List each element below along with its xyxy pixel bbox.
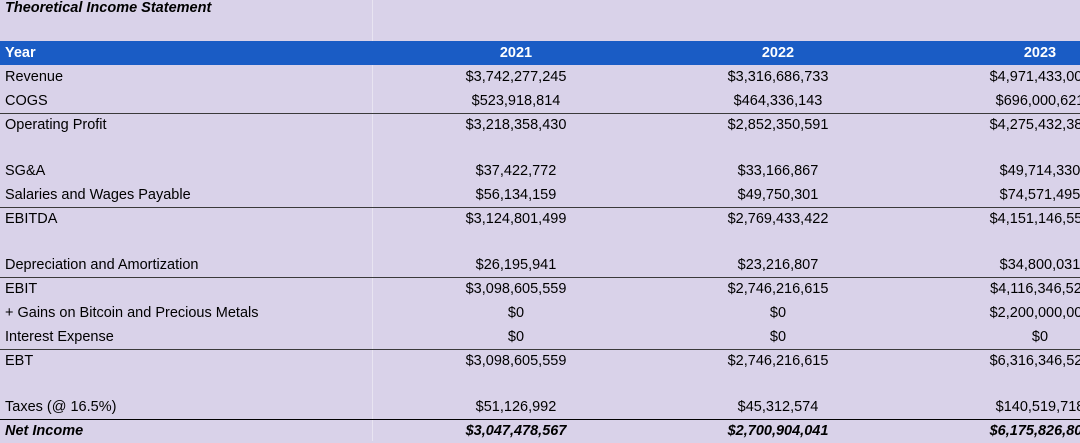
cell-2021: $3,218,358,430 <box>465 117 567 133</box>
row-taxes: Taxes (@ 16.5%) $51,126,992 $45,312,574 … <box>0 396 1080 420</box>
cell-2021: $56,134,159 <box>475 187 557 203</box>
column-gridline <box>372 0 373 441</box>
row-label: Salaries and Wages Payable <box>5 187 191 203</box>
cell-2021: $51,126,992 <box>475 399 557 415</box>
row-label: COGS <box>5 93 48 109</box>
cell-2023: $6,175,826,809 <box>989 423 1080 439</box>
cell-2022: $23,216,807 <box>737 257 819 273</box>
header-year-label: Year <box>5 45 36 61</box>
row-net-income: Net Income $3,047,478,567 $2,700,904,041… <box>0 419 1080 443</box>
cell-2022: $2,746,216,615 <box>727 353 829 369</box>
cell-2021: $3,098,605,559 <box>465 353 567 369</box>
cell-2022: $3,316,686,733 <box>727 69 829 85</box>
cell-2023: $49,714,330 <box>999 163 1080 179</box>
cell-2023: $696,000,621 <box>995 93 1080 109</box>
row-cogs: COGS $523,918,814 $464,336,143 $696,000,… <box>0 90 1080 114</box>
cell-2021: $3,047,478,567 <box>465 423 567 439</box>
row-interest-expense: Interest Expense $0 $0 $0 <box>0 326 1080 350</box>
cell-2021: $0 <box>507 329 525 345</box>
cell-2023: $0 <box>1031 329 1049 345</box>
row-label: Net Income <box>5 423 84 439</box>
cell-2023: $2,200,000,000 <box>989 305 1080 321</box>
cell-2022: $2,746,216,615 <box>727 281 829 297</box>
cell-2021: $37,422,772 <box>475 163 557 179</box>
cell-2021: $3,098,605,559 <box>465 281 567 297</box>
cell-2023: $4,275,432,383 <box>989 117 1080 133</box>
row-label: Depreciation and Amortization <box>5 257 199 273</box>
row-depreciation-amortization: Depreciation and Amortization $26,195,94… <box>0 254 1080 278</box>
row-label: EBIT <box>5 281 38 297</box>
row-operating-profit: Operating Profit $3,218,358,430 $2,852,3… <box>0 113 1080 137</box>
row-revenue: Revenue $3,742,277,245 $3,316,686,733 $4… <box>0 66 1080 90</box>
row-ebt: EBT $3,098,605,559 $2,746,216,615 $6,316… <box>0 349 1080 373</box>
cell-2022: $0 <box>769 329 787 345</box>
row-gains-bitcoin-metals: + Gains on Bitcoin and Precious Metals $… <box>0 302 1080 326</box>
cell-2022: $2,769,433,422 <box>727 211 829 227</box>
header-year-2021: 2021 <box>499 45 533 61</box>
row-ebitda: EBITDA $3,124,801,499 $2,769,433,422 $4,… <box>0 207 1080 231</box>
row-label: Interest Expense <box>5 329 114 345</box>
cell-2021: $3,124,801,499 <box>465 211 567 227</box>
row-label: Revenue <box>5 69 64 85</box>
cell-2023: $34,800,031 <box>999 257 1080 273</box>
row-sga: SG&A $37,422,772 $33,166,867 $49,714,330 <box>0 160 1080 184</box>
cell-2022: $49,750,301 <box>737 187 819 203</box>
row-label: Taxes (@ 16.5%) <box>5 399 117 415</box>
cell-2021: $3,742,277,245 <box>465 69 567 85</box>
cell-2022: $0 <box>769 305 787 321</box>
cell-2021: $523,918,814 <box>471 93 561 109</box>
row-label: EBT <box>5 353 34 369</box>
row-label: SG&A <box>5 163 46 179</box>
cell-2023: $6,316,346,527 <box>989 353 1080 369</box>
row-label: Operating Profit <box>5 117 107 133</box>
cell-2023: $4,151,146,558 <box>989 211 1080 227</box>
cell-2022: $464,336,143 <box>733 93 823 109</box>
row-label: + Gains on Bitcoin and Precious Metals <box>5 305 259 321</box>
cell-2023: $140,519,718 <box>995 399 1080 415</box>
cell-2022: $33,166,867 <box>737 163 819 179</box>
cell-2022: $2,852,350,591 <box>727 117 829 133</box>
cell-2021: $0 <box>507 305 525 321</box>
cell-2023: $4,971,433,004 <box>989 69 1080 85</box>
cell-2022: $45,312,574 <box>737 399 819 415</box>
header-row: Year 2021 2022 2023 <box>0 41 1080 65</box>
cell-2022: $2,700,904,041 <box>727 423 829 439</box>
cell-2021: $26,195,941 <box>475 257 557 273</box>
sheet-title: Theoretical Income Statement <box>5 0 212 16</box>
title-row: Theoretical Income Statement <box>0 0 1080 41</box>
cell-2023: $4,116,346,527 <box>990 281 1080 297</box>
row-label: EBITDA <box>5 211 58 227</box>
row-salaries-wages: Salaries and Wages Payable $56,134,159 $… <box>0 184 1080 208</box>
row-ebit: EBIT $3,098,605,559 $2,746,216,615 $4,11… <box>0 277 1080 301</box>
cell-2023: $74,571,495 <box>999 187 1080 203</box>
header-year-2023: 2023 <box>1023 45 1057 61</box>
header-year-2022: 2022 <box>761 45 795 61</box>
